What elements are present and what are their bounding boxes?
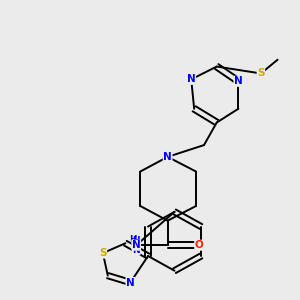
Text: N: N [234,76,243,86]
Text: N: N [132,240,141,250]
Text: O: O [195,240,203,250]
Text: N: N [187,74,196,84]
Text: N: N [163,152,172,162]
Text: N: N [126,278,135,287]
Text: S: S [257,68,265,78]
Text: S: S [99,248,106,258]
Text: H
N: H N [132,236,140,255]
Text: H: H [130,236,137,244]
